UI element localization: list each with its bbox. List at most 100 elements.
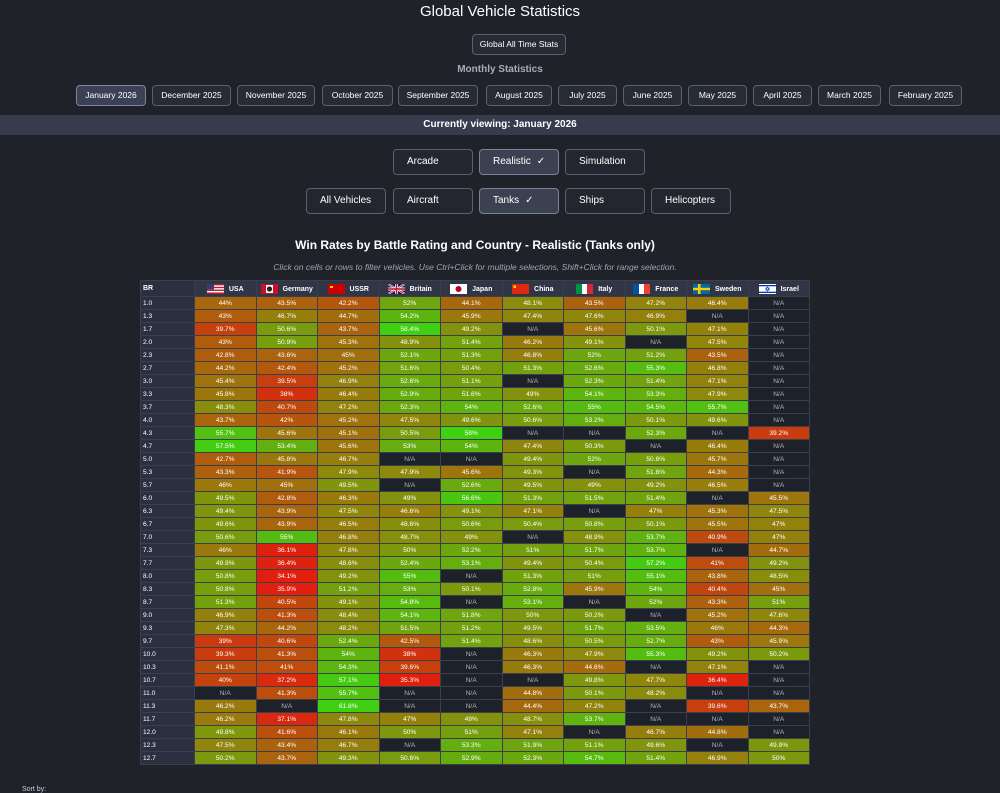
br-cell[interactable]: 1.7 <box>140 322 195 336</box>
br-cell[interactable]: 9.7 <box>140 634 195 648</box>
win-rate-cell[interactable]: 37.1% <box>255 712 318 726</box>
win-rate-cell[interactable]: 42.4% <box>255 361 318 375</box>
br-cell[interactable]: 1.0 <box>140 296 195 310</box>
br-cell[interactable]: 7.3 <box>140 543 195 557</box>
win-rate-cell[interactable]: 45.6% <box>317 439 380 453</box>
br-cell[interactable]: 5.3 <box>140 465 195 479</box>
win-rate-cell[interactable]: 50.8% <box>563 517 626 531</box>
br-cell[interactable]: 10.0 <box>140 647 195 661</box>
win-rate-cell[interactable]: N/A <box>563 595 626 609</box>
win-rate-cell[interactable]: N/A <box>747 452 810 466</box>
win-rate-cell[interactable]: 50.1% <box>624 322 687 336</box>
win-rate-cell[interactable]: 52% <box>563 452 626 466</box>
br-cell[interactable]: 1.3 <box>140 309 195 323</box>
win-rate-cell[interactable]: 51.2% <box>440 621 503 635</box>
win-rate-cell[interactable]: N/A <box>686 426 749 440</box>
country-header-sweden[interactable]: Sweden <box>686 280 749 297</box>
win-rate-cell[interactable]: 49.2% <box>317 569 380 583</box>
table-row[interactable]: 1.7 39.7% 50.6% 43.7% 58.4% 49.2% N/A 45.6% 50.1… <box>140 322 810 336</box>
win-rate-cell[interactable]: 48.2% <box>624 686 687 700</box>
country-header-japan[interactable]: Japan <box>440 280 503 297</box>
win-rate-cell[interactable]: 51.3% <box>501 361 564 375</box>
win-rate-cell[interactable]: 46% <box>194 478 257 492</box>
win-rate-cell[interactable]: N/A <box>440 647 503 661</box>
win-rate-cell[interactable]: 44% <box>194 296 257 310</box>
win-rate-cell[interactable]: 47.3% <box>194 621 257 635</box>
win-rate-cell[interactable]: 46.2% <box>501 335 564 349</box>
table-row[interactable]: 10.7 40% 37.2% 57.1% 35.3% N/A N/A 49.8% 47.7% 36… <box>140 673 810 687</box>
win-rate-cell[interactable]: 46.5% <box>317 517 380 531</box>
win-rate-cell[interactable]: N/A <box>747 400 810 414</box>
win-rate-cell[interactable]: N/A <box>624 608 687 622</box>
country-header-italy[interactable]: Italy <box>563 280 626 297</box>
win-rate-cell[interactable]: N/A <box>378 686 441 700</box>
win-rate-cell[interactable]: 48.1% <box>501 296 564 310</box>
win-rate-cell[interactable]: 50% <box>747 751 810 765</box>
win-rate-cell[interactable]: 43.4% <box>255 738 318 752</box>
br-cell[interactable]: 2.3 <box>140 348 195 362</box>
win-rate-cell[interactable]: 49% <box>378 491 441 505</box>
country-header-britain[interactable]: Britain <box>378 280 441 297</box>
win-rate-cell[interactable]: 50.8% <box>194 582 257 596</box>
win-rate-cell[interactable]: N/A <box>563 725 626 739</box>
win-rate-cell[interactable]: 40.4% <box>686 582 749 596</box>
win-rate-cell[interactable]: 42.7% <box>194 452 257 466</box>
win-rate-cell[interactable]: N/A <box>194 686 257 700</box>
win-rate-cell[interactable]: 52.2% <box>440 543 503 557</box>
win-rate-cell[interactable]: 49.6% <box>194 517 257 531</box>
month-button-december-2025[interactable]: December 2025 <box>152 85 231 106</box>
win-rate-cell[interactable]: 47.5% <box>378 413 441 427</box>
win-rate-cell[interactable]: 47.9% <box>378 465 441 479</box>
br-cell[interactable]: 7.0 <box>140 530 195 544</box>
br-cell[interactable]: 12.7 <box>140 751 195 765</box>
win-rate-cell[interactable]: 51% <box>501 543 564 557</box>
br-cell[interactable]: 2.7 <box>140 361 195 375</box>
br-cell[interactable]: 11.7 <box>140 712 195 726</box>
month-button-january-2026[interactable]: January 2026 <box>76 85 146 106</box>
win-rate-cell[interactable]: 46.2% <box>194 699 257 713</box>
table-row[interactable]: 2.7 44.2% 42.4% 45.2% 51.6% 50.4% 51.3% 52.6% 55… <box>140 361 810 375</box>
win-rate-cell[interactable]: 41.9% <box>255 465 318 479</box>
country-header-usa[interactable]: USA <box>194 280 257 297</box>
table-row[interactable]: 9.0 46.9% 41.3% 48.4% 54.1% 51.8% 50% 50.2% N/A 4… <box>140 608 810 622</box>
win-rate-cell[interactable]: 49.4% <box>194 504 257 518</box>
win-rate-cell[interactable]: 49.5% <box>194 491 257 505</box>
win-rate-cell[interactable]: 45.2% <box>686 608 749 622</box>
br-cell[interactable]: 2.0 <box>140 335 195 349</box>
mode-button-realistic[interactable]: Realistic ✓ <box>479 149 559 175</box>
month-button-july-2025[interactable]: July 2025 <box>558 85 617 106</box>
table-row[interactable]: 12.3 47.5% 43.4% 46.7% N/A 53.3% 51.9% 51.1% 49.… <box>140 738 810 752</box>
win-rate-cell[interactable]: 48.9% <box>378 335 441 349</box>
win-rate-cell[interactable]: 42% <box>255 413 318 427</box>
win-rate-cell[interactable]: N/A <box>440 569 503 583</box>
win-rate-cell[interactable]: 45.6% <box>563 322 626 336</box>
win-rate-cell[interactable]: 40.6% <box>255 634 318 648</box>
win-rate-cell[interactable]: N/A <box>440 452 503 466</box>
win-rate-cell[interactable]: 47.9% <box>563 647 626 661</box>
win-rate-cell[interactable]: 43.7% <box>317 322 380 336</box>
win-rate-cell[interactable]: 47.6% <box>563 309 626 323</box>
win-rate-cell[interactable]: 46.6% <box>378 504 441 518</box>
win-rate-cell[interactable]: 53.2% <box>563 413 626 427</box>
win-rate-cell[interactable]: 54.1% <box>563 387 626 401</box>
win-rate-cell[interactable]: 57.1% <box>317 673 380 687</box>
win-rate-cell[interactable]: 50.3% <box>563 439 626 453</box>
win-rate-cell[interactable]: 48.5% <box>747 569 810 583</box>
win-rate-cell[interactable]: 52.3% <box>563 374 626 388</box>
win-rate-cell[interactable]: 49.1% <box>563 335 626 349</box>
win-rate-cell[interactable]: 45.7% <box>686 452 749 466</box>
win-rate-cell[interactable]: 49% <box>440 530 503 544</box>
win-rate-cell[interactable]: 49.8% <box>563 673 626 687</box>
win-rate-cell[interactable]: 46.9% <box>317 374 380 388</box>
win-rate-cell[interactable]: 52.9% <box>378 387 441 401</box>
win-rate-cell[interactable]: 50.1% <box>624 413 687 427</box>
win-rate-cell[interactable]: 46.9% <box>624 309 687 323</box>
win-rate-cell[interactable]: 41.3% <box>255 647 318 661</box>
win-rate-cell[interactable]: 51.7% <box>563 621 626 635</box>
win-rate-cell[interactable]: 51.2% <box>624 348 687 362</box>
win-rate-cell[interactable]: 43.5% <box>686 348 749 362</box>
table-row[interactable]: 11.3 46.2% N/A 61.8% N/A N/A 44.4% 47.2% N/A 39.6… <box>140 699 810 713</box>
win-rate-cell[interactable]: 43.6% <box>255 348 318 362</box>
table-row[interactable]: 12.0 49.8% 41.6% 46.1% 50% 51% 47.1% N/A 46.7% 44… <box>140 725 810 739</box>
win-rate-cell[interactable]: 58.4% <box>378 322 441 336</box>
